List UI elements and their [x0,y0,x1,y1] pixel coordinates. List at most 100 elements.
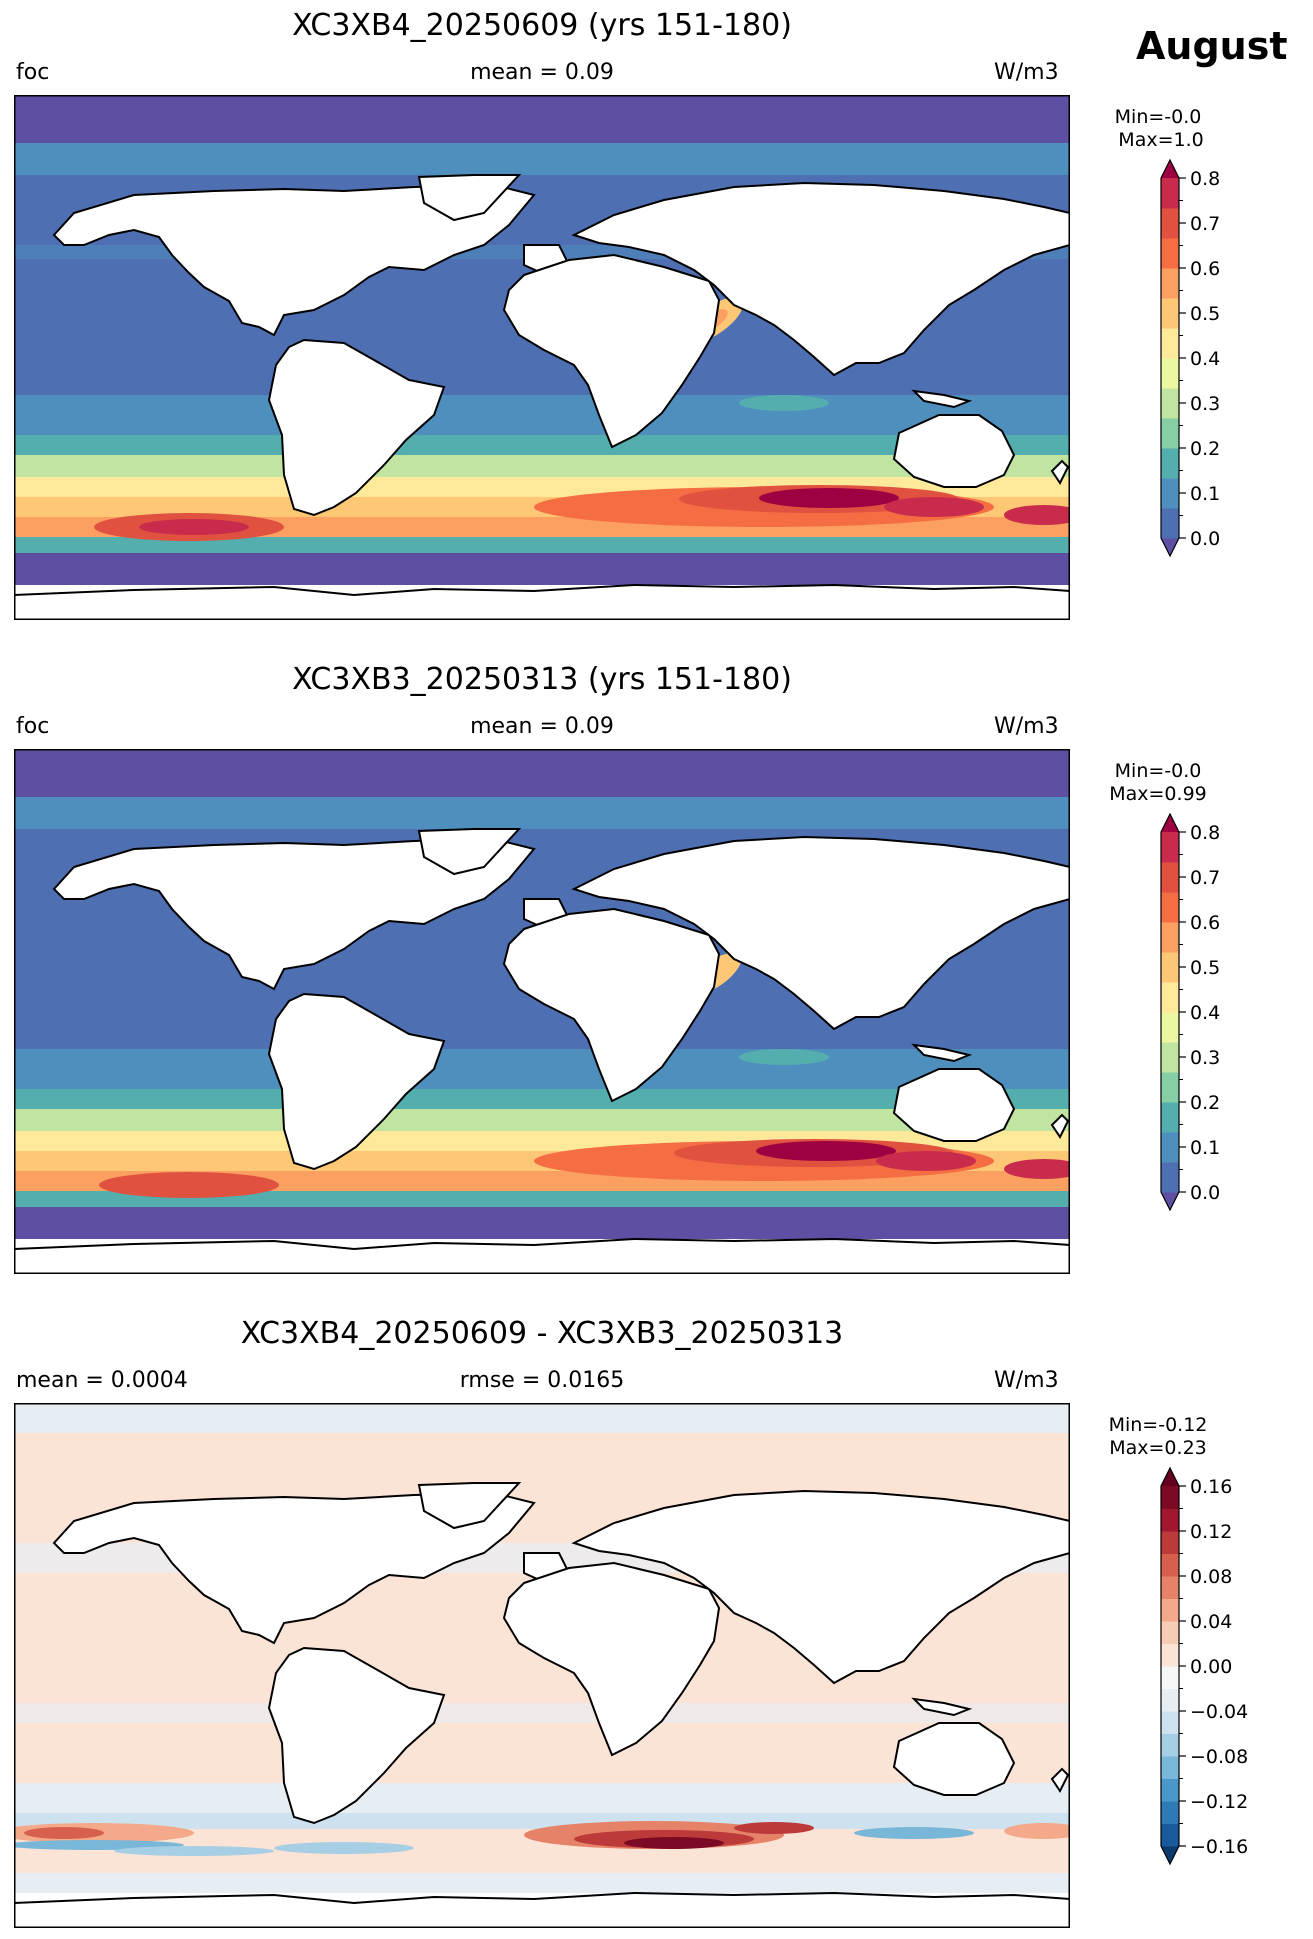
panel-3-title: XC3XB4_20250609 - XC3XB3_20250313 [240,1316,844,1351]
map-panel-3 [14,1403,1070,1928]
colorbar-segment [1161,1102,1179,1133]
colorbar-under-extend [1161,1846,1179,1864]
colorbar-segment [1161,238,1179,269]
colorbar-over-extend [1161,814,1179,832]
panel-3-units: W/m3 [994,1368,1059,1393]
land-masses [14,1482,1070,1928]
colorbar-segment [1161,268,1179,299]
colorbar-segment [1161,832,1179,863]
colorbar-tick-label: 0.2 [1190,438,1220,460]
colorbar-tick-label: 0.00 [1190,1656,1232,1678]
colorbar-segment [1161,448,1179,479]
ocean-field [14,1403,1070,1928]
panel-1-title: XC3XB4_20250609 (yrs 151-180) [292,8,792,43]
colorbar-tick-label: 0.04 [1190,1611,1232,1633]
colorbar-segment [1161,208,1179,239]
map-frame [14,749,1070,1274]
colorbar-tick-label: 0.1 [1190,483,1220,505]
colorbar-tick-label: 0.6 [1190,258,1220,280]
colorbar-segment [1161,358,1179,389]
colorbar-under-extend [1161,538,1179,556]
panel-1-left-label: foc [16,60,50,85]
panel-2-center-label: mean = 0.09 [470,714,614,739]
colorbar-over-extend [1161,1468,1179,1486]
panel-3-minmax: Min=-0.12 Max=0.23 [1108,1414,1208,1459]
colorbar-under-extend [1161,1192,1179,1210]
colorbar-segment [1161,1621,1179,1644]
colorbar-segment [1161,178,1179,209]
colorbar-tick-label: 0.7 [1190,213,1220,235]
colorbar-segment [1161,1643,1179,1667]
colorbar-segment [1161,1801,1179,1824]
colorbar-tick-label: −0.08 [1190,1746,1248,1768]
month-label: August [1136,24,1288,68]
colorbar-tick-label: −0.04 [1190,1701,1248,1723]
colorbar-tick-label: 0.6 [1190,912,1220,934]
colorbar-tick-label: 0.0 [1190,1182,1220,1204]
panel-3-left-label: mean = 0.0004 [16,1368,188,1393]
colorbar-segment [1161,1666,1179,1689]
colorbar-tick-label: 0.5 [1190,957,1220,979]
colorbar-segment [1161,1576,1179,1599]
panel-3-center-label: rmse = 0.0165 [459,1368,625,1393]
colorbar-tick-label: 0.5 [1190,303,1220,325]
colorbar-tick-label: −0.16 [1190,1836,1248,1858]
colorbar-segment [1161,508,1179,539]
colorbar-tick-label: 0.4 [1190,1002,1220,1024]
colorbar-segment [1161,418,1179,449]
panel-1-minmax: Min=-0.0 Max=1.0 [1114,106,1204,151]
colorbar-segment [1161,388,1179,419]
colorbar-segment [1161,1733,1179,1757]
panel-1-center-label: mean = 0.09 [470,60,614,85]
colorbar-tick-label: 0.2 [1190,1092,1220,1114]
colorbar-segment [1161,1598,1179,1622]
ocean-field [14,95,1070,620]
map-frame [14,1403,1070,1928]
colorbar-segment [1161,1162,1179,1193]
panel-2-title: XC3XB3_20250313 (yrs 151-180) [292,662,792,697]
colorbar-tick-label: 0.4 [1190,348,1220,370]
colorbar-segment [1161,982,1179,1013]
colorbar-segment [1161,328,1179,359]
land-masses [14,828,1070,1274]
colorbar-segment [1161,298,1179,329]
colorbar-segment [1161,862,1179,893]
colorbar-tick-label: 0.1 [1190,1137,1220,1159]
colorbar-over-extend [1161,160,1179,178]
colorbar-segment [1161,1711,1179,1734]
panel-2-units: W/m3 [994,714,1059,739]
colorbar-tick-label: 0.8 [1190,168,1220,190]
colorbar-tick-label: 0.0 [1190,528,1220,550]
colorbar-panel-3: −0.16 −0.12 −0.08 −0.04 0.00 0.04 0.08 0.12 0.16 [1160,1466,1248,1866]
colorbar-segment [1161,922,1179,953]
map-panel-1 [14,95,1070,620]
colorbar-segment [1161,1486,1179,1509]
colorbar-panel-2: 0.0 0.1 0.2 0.3 0.4 0.5 0.6 0.7 0.8 [1160,812,1220,1212]
colorbar-segment [1161,1012,1179,1043]
colorbar-tick-label: 0.16 [1190,1476,1232,1498]
colorbar-segment [1161,1042,1179,1073]
colorbar-segment [1161,478,1179,509]
map-frame [14,95,1070,620]
colorbar-tick-label: 0.08 [1190,1566,1232,1588]
colorbar-tick-label: 0.3 [1190,1047,1220,1069]
colorbar-tick-label: 0.8 [1190,822,1220,844]
colorbar-segment [1161,1531,1179,1554]
colorbar-segment [1161,1132,1179,1163]
map-panel-2 [14,749,1070,1274]
land-masses [14,174,1070,620]
colorbar-segment [1161,1778,1179,1802]
colorbar-tick-label: 0.3 [1190,393,1220,415]
colorbar-segment [1161,1508,1179,1532]
colorbar-segment [1161,1823,1179,1847]
colorbar-segment [1161,892,1179,923]
colorbar-tick-label: −0.12 [1190,1791,1248,1813]
colorbar-segment [1161,1756,1179,1779]
colorbar-tick-label: 0.12 [1190,1521,1232,1543]
colorbar-tick-label: 0.7 [1190,867,1220,889]
colorbar-segment [1161,1553,1179,1577]
colorbar-segment [1161,952,1179,983]
colorbar-segment [1161,1072,1179,1103]
panel-2-minmax: Min=-0.0 Max=0.99 [1109,760,1207,805]
panel-1-units: W/m3 [994,60,1059,85]
